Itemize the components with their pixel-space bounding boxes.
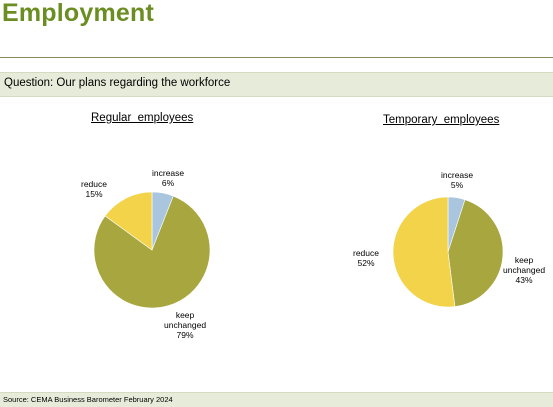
pie-slice-keep-unchanged (447, 199, 504, 307)
pie-chart-regular (93, 191, 211, 309)
label-regular-reduce: reduce 15% (81, 179, 107, 199)
label-regular-increase-value: 6% (161, 178, 175, 188)
label-temporary-keep-name1: keep (514, 255, 534, 265)
chart-title-temporary: Temporary employees (383, 114, 500, 126)
pie-slice-keep-unchanged (93, 195, 211, 309)
label-temporary-keep-value: 43% (515, 275, 533, 285)
label-regular-keep-name1: keep (175, 310, 195, 320)
label-regular-increase: increase 6% (152, 168, 184, 188)
page-title: Employment (2, 0, 155, 27)
label-temporary-increase-name: increase (441, 170, 474, 180)
source-note: Source: CEMA Business Barometer February… (3, 395, 173, 404)
footer-bar: Source: CEMA Business Barometer February… (0, 392, 553, 407)
label-temporary-increase: increase 5% (441, 170, 473, 190)
label-temporary-reduce: reduce 52% (353, 248, 379, 268)
pie-slice-reduce (104, 191, 153, 251)
question-bar: Question: Our plans regarding the workfo… (0, 72, 553, 97)
label-regular-reduce-value: 15% (85, 189, 103, 199)
pie-slice-reduce (392, 196, 456, 308)
label-regular-keep: keep unchanged 79% (164, 310, 206, 340)
label-temporary-reduce-name: reduce (353, 248, 379, 258)
label-regular-increase-name: increase (152, 168, 185, 178)
label-temporary-keep: keep unchanged 43% (503, 255, 545, 285)
pie-chart-temporary (392, 196, 504, 308)
label-temporary-increase-value: 5% (450, 180, 464, 190)
chart-title-regular: Regular employees (91, 112, 194, 124)
label-regular-keep-name2: unchanged (164, 320, 207, 330)
question-text: Question: Our plans regarding the workfo… (4, 77, 231, 89)
label-regular-keep-value: 79% (176, 330, 194, 340)
label-regular-reduce-name: reduce (81, 179, 107, 189)
title-divider (0, 57, 553, 58)
label-temporary-reduce-value: 52% (357, 258, 375, 268)
label-temporary-keep-name2: unchanged (503, 265, 546, 275)
